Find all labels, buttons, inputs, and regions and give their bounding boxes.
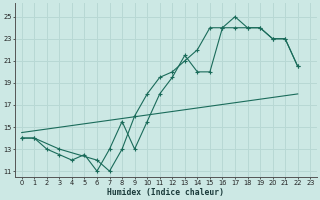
X-axis label: Humidex (Indice chaleur): Humidex (Indice chaleur)	[108, 188, 225, 197]
